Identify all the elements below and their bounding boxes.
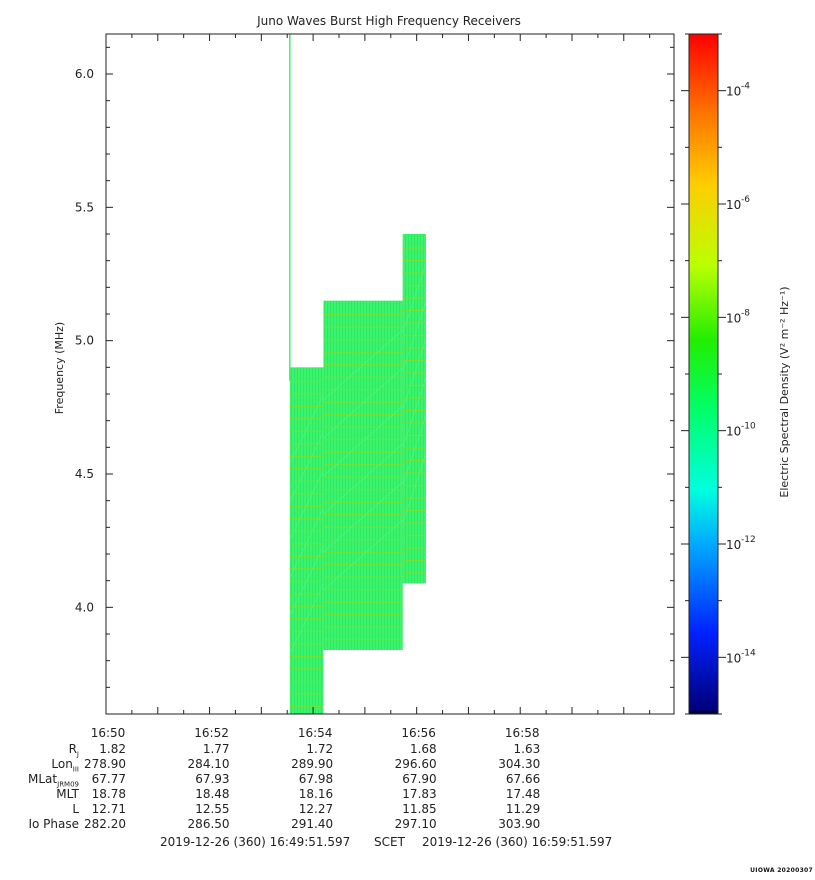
data-streak: [323, 367, 403, 439]
x-tick-label: 16:50: [91, 726, 126, 740]
colorbar-tick-label: 10: [726, 538, 741, 552]
ephemeris-value: 304.30: [498, 757, 541, 771]
data-streak: [323, 443, 403, 515]
ephemeris-row-label: L: [72, 802, 79, 816]
data-streak: [289, 583, 324, 655]
data-block-2: [323, 300, 403, 650]
plot-frame: [105, 33, 675, 715]
ephemeris-value: 18.48: [195, 787, 230, 801]
ephemeris-value: 289.90: [291, 757, 334, 771]
data-streak: [323, 519, 403, 591]
data-streak: [402, 301, 427, 372]
colorbar-tick-label: 10: [726, 311, 741, 325]
data-streak: [289, 545, 324, 617]
ephemeris-row-label: MLT: [56, 787, 79, 801]
colorbar-tick-exponent: -14: [741, 648, 756, 658]
colorbar-tick-label: 10: [726, 651, 741, 665]
y-tick-label: 5.5: [75, 200, 94, 214]
ephemeris-value: 286.50: [187, 817, 230, 831]
ephemeris-value: 67.66: [505, 772, 541, 786]
y-tick-label: 4.0: [75, 600, 94, 614]
data-streak: [402, 377, 427, 448]
ephemeris-value: 296.60: [394, 757, 437, 771]
ephemeris-value: 278.90: [84, 757, 126, 771]
ephemeris-row-label: RJ: [68, 742, 79, 759]
x-tick-label: 16:58: [505, 726, 540, 740]
y-axis-label: Frequency (MHz): [53, 322, 66, 414]
colorbar-tick-label: 10: [726, 198, 741, 212]
y-tick-label: 4.5: [75, 467, 94, 481]
colorbar-tick-exponent: -6: [741, 195, 750, 205]
ephemeris-value: 17.83: [402, 787, 437, 801]
data-streak: [402, 415, 427, 486]
ephemeris-value: 67.77: [91, 772, 126, 786]
colorbar-tick-exponent: -4: [741, 82, 750, 92]
data-streak: [323, 329, 403, 401]
x-tick-label: 16:56: [401, 726, 436, 740]
ephemeris-value: 1.63: [513, 742, 541, 756]
x-tick-label: 16:54: [298, 726, 333, 740]
y-tick-label: 5.0: [75, 334, 94, 348]
ephemeris-row-subscript: J: [76, 750, 79, 759]
ephemeris-value: 67.93: [195, 772, 230, 786]
data-streak: [323, 481, 403, 553]
colorbar-tick-exponent: -12: [741, 535, 756, 545]
ephemeris-value: 282.20: [84, 817, 126, 831]
data-streak: [289, 393, 324, 465]
scet-start: 2019-12-26 (360) 16:49:51.597: [160, 835, 351, 849]
uiowa-stamp: UIOWA 20200307: [750, 867, 813, 874]
ephemeris-value: 67.98: [298, 772, 334, 786]
ephemeris-value: 291.40: [291, 817, 334, 831]
ephemeris-value: 11.85: [402, 802, 437, 816]
chart-title: Juno Waves Burst High Frequency Receiver…: [256, 14, 521, 28]
data-streak: [289, 469, 324, 541]
x-tick-label: 16:52: [194, 726, 229, 740]
colorbar-tick-label: 10: [726, 425, 741, 439]
colorbar: [688, 33, 719, 715]
ephemeris-value: 1.68: [409, 742, 437, 756]
data-streak: [402, 263, 427, 334]
ephemeris-value: 12.27: [298, 802, 334, 816]
data-streak: [402, 453, 427, 524]
colorbar-tick-exponent: -8: [741, 308, 750, 318]
ephemeris-value: 297.10: [394, 817, 437, 831]
ephemeris-value: 1.82: [99, 742, 126, 756]
y-axis: 4.0 4.5 5.0 5.5 6.0: [75, 46, 674, 715]
data-streak: [323, 405, 403, 477]
ephemeris-value: 11.29: [505, 802, 541, 816]
scet-end: 2019-12-26 (360) 16:59:51.597: [422, 835, 613, 849]
colorbar-label: Electric Spectral Density (V² m⁻² Hz⁻¹): [778, 286, 791, 497]
data-streak: [289, 431, 324, 503]
ephemeris-row-subscript: JRM09: [57, 780, 79, 789]
ephemeris-value: 284.10: [187, 757, 230, 771]
colorbar-tick-label: 10: [726, 85, 741, 99]
data-streak: [402, 339, 427, 410]
ephemeris-value: 1.77: [202, 742, 230, 756]
scet-label: SCET: [374, 835, 405, 849]
ephemeris-row-label: LonIII: [51, 757, 79, 774]
ephemeris-value: 18.16: [298, 787, 334, 801]
data-streak: [289, 507, 324, 579]
y-tick-label: 6.0: [75, 67, 94, 81]
ephemeris-value: 1.72: [306, 742, 334, 756]
ephemeris-value: 18.78: [91, 787, 126, 801]
x-axis: 16:50 16:52 16:54 16:56 16:58: [91, 34, 651, 740]
ephemeris-value: 303.90: [498, 817, 541, 831]
ephemeris-row-subscript: III: [72, 765, 79, 774]
ephemeris-value: 12.71: [91, 802, 126, 816]
ephemeris-value: 12.55: [195, 802, 230, 816]
ephemeris-value: 67.90: [402, 772, 437, 786]
spectrogram-data: [289, 34, 427, 714]
ephemeris-row-label: Io Phase: [28, 817, 79, 831]
data-block-3: [402, 234, 426, 584]
ephemeris-value: 17.48: [505, 787, 541, 801]
ephemeris-row-label: MLatJRM09: [28, 772, 79, 789]
colorbar-tick-exponent: -10: [741, 422, 756, 432]
